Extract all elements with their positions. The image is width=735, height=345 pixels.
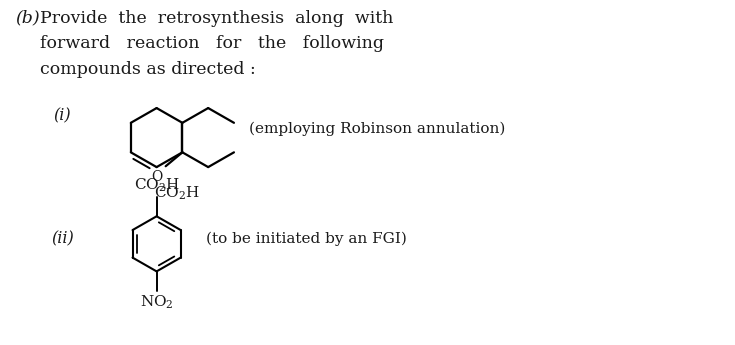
Text: (b): (b) <box>15 10 40 27</box>
Text: compounds as directed :: compounds as directed : <box>40 61 257 78</box>
Text: $\mathregular{NO_2}$: $\mathregular{NO_2}$ <box>140 294 173 312</box>
Text: (to be initiated by an FGI): (to be initiated by an FGI) <box>207 232 407 246</box>
Text: (ii): (ii) <box>51 230 74 247</box>
Text: (employing Robinson annulation): (employing Robinson annulation) <box>249 121 505 136</box>
Text: $\mathregular{CO_2H}$: $\mathregular{CO_2H}$ <box>134 176 179 194</box>
Text: O: O <box>151 170 162 184</box>
Text: Provide  the  retrosynthesis  along  with: Provide the retrosynthesis along with <box>40 10 394 27</box>
Text: $\mathregular{CO_2H}$: $\mathregular{CO_2H}$ <box>154 185 201 202</box>
Text: (i): (i) <box>54 107 71 125</box>
Text: forward   reaction   for   the   following: forward reaction for the following <box>40 35 384 52</box>
